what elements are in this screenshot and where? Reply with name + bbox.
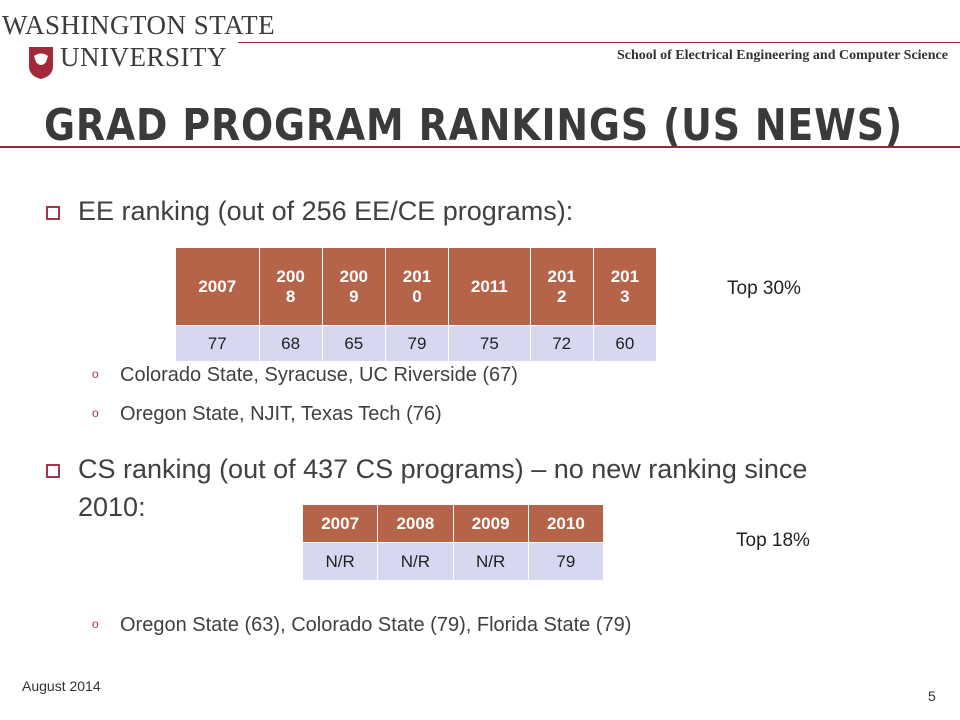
ee-rank-cell: 75 [448, 325, 531, 362]
cs-ranking-table: 2007 2008 2009 2010 N/R N/R N/R 79 [301, 504, 605, 581]
ee-rank-cell: 77 [175, 325, 260, 362]
ee-year-cell: 201 3 [592, 247, 658, 326]
cs-year-cell: 2007 [301, 504, 379, 543]
square-bullet-icon [46, 464, 60, 478]
ee-year-cell: 2011 [448, 247, 531, 326]
cs-value-row: N/R N/R N/R 79 [301, 542, 605, 581]
ee-peer-item: o Colorado State, Syracuse, UC Riverside… [92, 364, 518, 387]
cs-year-cell: 2009 [452, 504, 529, 543]
ee-year-cell: 200 9 [321, 247, 386, 326]
school-name: School of Electrical Engineering and Com… [616, 48, 948, 63]
cougar-crest-icon [29, 47, 53, 79]
wsu-logo: WASHINGTON STATE UNIVERSITY [2, 10, 275, 90]
circle-bullet-icon: o [92, 367, 99, 381]
ee-year-cell: 201 0 [384, 247, 450, 326]
ee-bullet: EE ranking (out of 256 EE/CE programs): [46, 196, 574, 227]
cs-year-cell: 2010 [527, 504, 605, 543]
cs-rank-cell: 79 [527, 542, 605, 581]
ee-year-cell: 201 2 [529, 247, 594, 326]
header-rule [238, 42, 960, 43]
circle-bullet-icon: o [92, 617, 99, 631]
cs-bullet: CS ranking (out of 437 CS programs) – no… [46, 454, 808, 485]
page-number: 5 [928, 688, 936, 704]
cs-bullet-continued: 2010: [78, 492, 146, 523]
ee-rank-cell: 79 [384, 325, 450, 362]
ee-peer-text: Oregon State, NJIT, Texas Tech (76) [120, 403, 442, 425]
ee-peer-text: Colorado State, Syracuse, UC Riverside (… [120, 364, 518, 386]
cs-rank-cell: N/R [301, 542, 379, 581]
title-rule [0, 146, 960, 148]
circle-bullet-icon: o [92, 406, 99, 420]
cs-rank-cell: N/R [377, 542, 454, 581]
ee-top-percent: Top 30% [727, 278, 801, 299]
cs-rank-cell: N/R [452, 542, 529, 581]
ee-year-cell: 200 8 [258, 247, 323, 326]
ee-peer-item: o Oregon State, NJIT, Texas Tech (76) [92, 403, 442, 426]
ee-rank-cell: 60 [592, 325, 658, 362]
logo-text-line1: WASHINGTON STATE [2, 10, 276, 40]
ee-bullet-text: EE ranking (out of 256 EE/CE programs): [78, 196, 574, 226]
ee-year-cell: 2007 [175, 247, 260, 326]
slide-title: Grad Program Rankings (US News) [44, 100, 903, 151]
cs-bullet-text-line2: 2010: [78, 492, 146, 522]
cs-peer-item: o Oregon State (63), Colorado State (79)… [92, 614, 632, 637]
cs-bullet-text-line1: CS ranking (out of 437 CS programs) – no… [78, 454, 808, 484]
ee-value-row: 77 68 65 79 75 72 60 [175, 325, 658, 362]
logo-text-line2: UNIVERSITY [60, 42, 227, 72]
cs-header-row: 2007 2008 2009 2010 [301, 504, 605, 543]
ee-rank-cell: 72 [529, 325, 594, 362]
ee-header-row: 2007 200 8 200 9 201 0 2011 201 2 201 3 [175, 247, 658, 326]
square-bullet-icon [46, 206, 60, 220]
ee-rank-cell: 68 [258, 325, 323, 362]
ee-ranking-table: 2007 200 8 200 9 201 0 2011 201 2 201 3 77 68… [175, 247, 658, 362]
ee-rank-cell: 65 [321, 325, 386, 362]
footer-date: August 2014 [22, 678, 101, 694]
cs-top-percent: Top 18% [736, 530, 810, 551]
cs-peer-text: Oregon State (63), Colorado State (79), … [120, 614, 632, 636]
cs-year-cell: 2008 [377, 504, 454, 543]
